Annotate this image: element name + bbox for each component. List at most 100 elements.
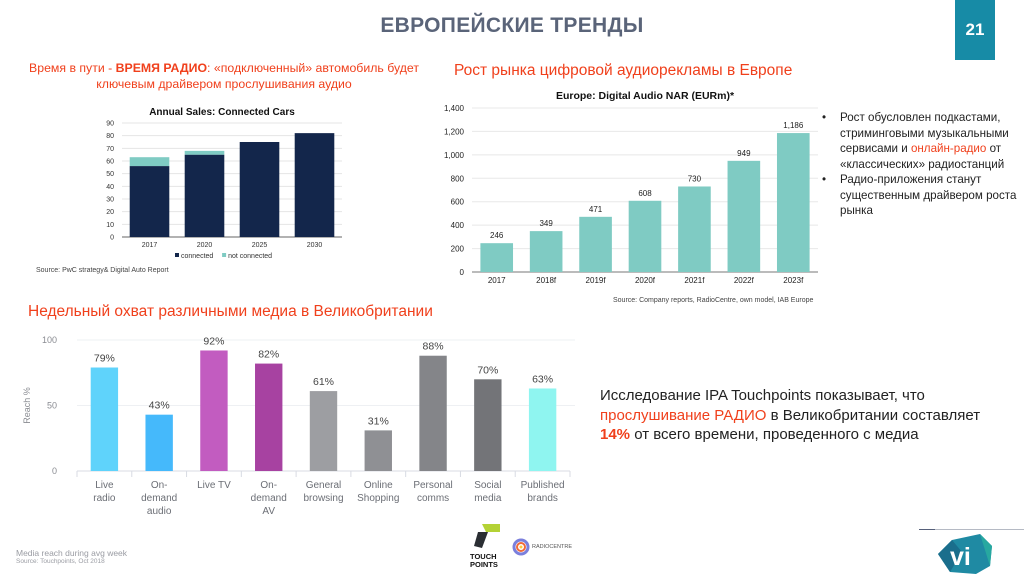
y-tick-label: 1,400 <box>444 104 465 113</box>
x-tick-label: comms <box>417 493 449 504</box>
ipa-text-3: от всего времени, проведенного с медиа <box>630 426 919 443</box>
chart-title: Europe: Digital Audio NAR (EURm)* <box>556 90 735 102</box>
bar-connected <box>239 142 280 237</box>
bar-not-connected <box>129 157 170 167</box>
y-tick-label: 400 <box>451 221 465 230</box>
data-label: 608 <box>638 189 652 198</box>
connected-cars-chart: Annual Sales: Connected Cars010203040506… <box>106 107 342 260</box>
y-tick-label: 50 <box>106 171 114 178</box>
y-tick-label: 50 <box>47 401 57 411</box>
cars-headline-part1: Время в пути - <box>29 61 116 75</box>
ipa-highlight-radio: прослушивание РАДИО <box>600 406 767 424</box>
data-label: 63% <box>532 373 553 385</box>
data-label: 246 <box>490 231 504 240</box>
cars-headline: Время в пути - ВРЕМЯ РАДИО: «подключенны… <box>10 60 438 92</box>
bar <box>364 430 392 471</box>
bar <box>200 350 228 471</box>
legend-label: not connected <box>228 253 272 260</box>
x-tick-label: 2021f <box>684 276 705 285</box>
y-tick-label: 600 <box>451 198 465 207</box>
bar <box>528 388 557 471</box>
x-tick-label: AV <box>262 506 275 517</box>
y-tick-label: 0 <box>52 466 57 476</box>
bar <box>727 160 761 272</box>
bar <box>529 231 563 272</box>
bar <box>145 414 173 471</box>
data-label: 88% <box>423 341 444 353</box>
data-label: 43% <box>149 400 170 412</box>
x-tick-label: 2020f <box>635 276 656 285</box>
chart-title: Annual Sales: Connected Cars <box>149 107 295 118</box>
bar-connected <box>129 166 170 237</box>
ipa-highlight-percent: 14% <box>600 426 631 443</box>
y-tick-label: 200 <box>451 245 465 254</box>
data-label: 349 <box>539 219 553 228</box>
bar <box>419 355 447 471</box>
touchpoints-logo: TOUCH POINTS <box>470 520 510 570</box>
x-tick-label: demand <box>141 493 177 504</box>
reach-headline: Недельный охват различными медиа в Велик… <box>28 303 433 320</box>
media-reach-chart: Reach % 0 50 100 79% Live radio 43% On-demand aud… <box>22 335 575 517</box>
radiocentre-logo: RADIOCENTRE <box>512 538 572 556</box>
x-tick-label: 2018f <box>536 276 557 285</box>
page-number-badge: 21 <box>955 0 995 60</box>
x-tick-label: 2017 <box>142 242 158 249</box>
bar <box>628 200 662 272</box>
bullet-text: Рост обусловлен подкастами, стриминговым… <box>840 111 1009 155</box>
data-label: 31% <box>368 415 389 427</box>
y-tick-label: 40 <box>106 184 114 191</box>
x-tick-label: media <box>474 493 502 504</box>
bar <box>579 216 612 272</box>
y-axis-label: Reach % <box>22 387 32 424</box>
touchpoints-logo-mark <box>474 524 500 548</box>
y-tick-label: 1,000 <box>444 151 465 160</box>
data-label: 70% <box>477 364 498 376</box>
data-label: 730 <box>688 174 702 183</box>
x-tick-label: On- <box>260 480 277 491</box>
data-label: 949 <box>737 149 751 158</box>
nar-headline: Рост рынка цифровой аудиорекламы в Европ… <box>454 62 793 79</box>
y-tick-label: 20 <box>106 209 114 216</box>
x-tick-label: audio <box>147 506 172 517</box>
x-tick-label: 2019f <box>586 276 607 285</box>
digital-audio-nar-chart: Europe: Digital Audio NAR (EURm)* 0 200 400… <box>444 90 818 285</box>
x-tick-label: 2030 <box>307 242 323 249</box>
bullet-item: Радио-приложения станут существенным дра… <box>822 172 1022 219</box>
data-label: 471 <box>589 205 603 214</box>
y-tick-label: 100 <box>42 335 57 345</box>
x-tick-label: Online <box>364 480 393 491</box>
y-tick-label: 90 <box>106 121 114 128</box>
ipa-text-2: в Великобритании составляет <box>766 406 981 424</box>
x-tick-label: General <box>306 480 342 491</box>
bar <box>480 243 514 272</box>
legend-swatch <box>175 253 179 257</box>
data-label: 1,186 <box>783 121 804 130</box>
x-tick-label: Personal <box>413 480 452 491</box>
vi-logo-mark: vi <box>938 534 992 574</box>
divider-line <box>935 529 1024 530</box>
radiocentre-logo-mark <box>512 538 530 556</box>
ipa-statement: Исследование IPA Touchpoints показывает,… <box>600 386 1000 445</box>
x-tick-label: 2022f <box>734 276 755 285</box>
x-tick-label: demand <box>251 493 287 504</box>
bar-not-connected <box>184 150 225 155</box>
x-tick-label: Published <box>521 480 565 491</box>
touchpoints-line1: TOUCH <box>470 552 497 561</box>
bullet-item: Рост обусловлен подкастами, стриминговым… <box>822 110 1022 172</box>
cars-headline-part2: : «подключенный» автомобиль будет ключев… <box>96 61 419 91</box>
y-tick-label: 10 <box>106 222 114 229</box>
x-tick-label: Live TV <box>197 480 231 491</box>
bar <box>776 133 810 272</box>
data-label: 92% <box>203 335 224 347</box>
y-tick-label: 0 <box>110 235 114 242</box>
bar-connected <box>184 154 225 237</box>
x-tick-label: On- <box>151 480 168 491</box>
reach-footnote: Media reach during avg week <box>16 548 128 558</box>
bar <box>255 363 283 471</box>
bullet-highlight: онлайн-радио <box>910 142 987 155</box>
vi-logo: vi <box>936 532 996 574</box>
nar-bullets: Рост обусловлен подкастами, стриминговым… <box>822 110 1022 219</box>
y-tick-label: 800 <box>451 174 465 183</box>
x-tick-label: 2023f <box>783 276 804 285</box>
data-label: 82% <box>258 349 279 361</box>
